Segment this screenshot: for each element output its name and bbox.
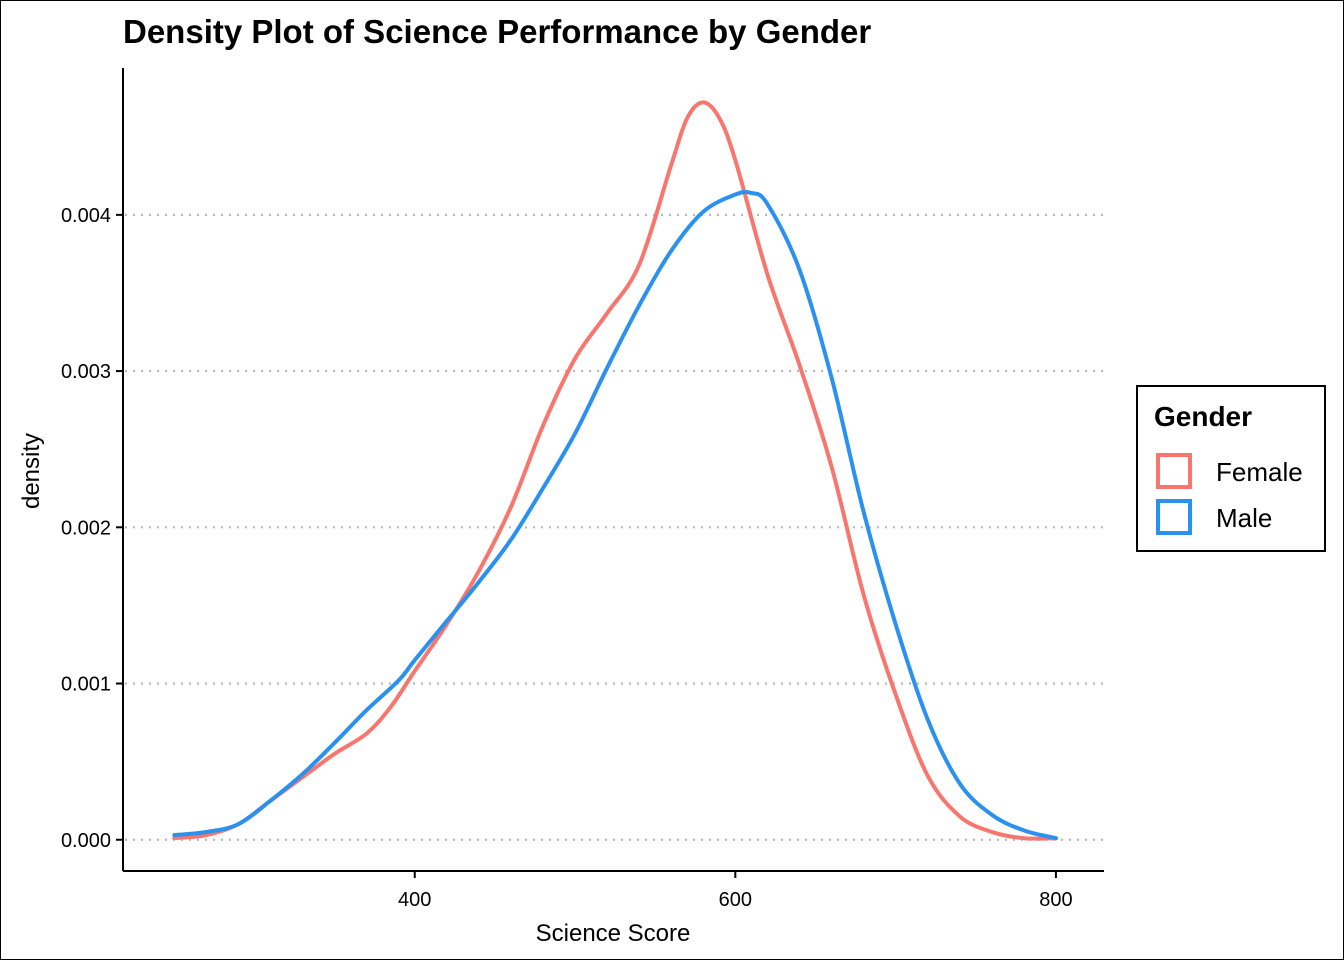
x-axis-title: Science Score xyxy=(536,920,691,947)
legend: Gender Female Male xyxy=(1136,385,1326,552)
axes xyxy=(122,68,1104,872)
legend-title: Gender xyxy=(1154,401,1253,432)
legend-item-female: Female xyxy=(1154,451,1324,493)
y-axis-title: density xyxy=(18,433,45,509)
chart-title: Density Plot of Science Performance by G… xyxy=(123,13,872,50)
x-tick-label-2: 800 xyxy=(1039,889,1072,911)
y-tick-label-1: 0.001 xyxy=(61,674,111,696)
x-tick-label-0: 400 xyxy=(398,889,431,911)
y-tick-label-0: 0.000 xyxy=(61,830,111,852)
series-line-male xyxy=(172,189,1058,841)
y-tick-label-2: 0.002 xyxy=(61,517,111,539)
series-lines xyxy=(172,100,1058,841)
legend-key-male xyxy=(1156,499,1192,535)
legend-label-male: Male xyxy=(1216,503,1273,533)
legend-item-male: Male xyxy=(1154,497,1324,539)
ticks: 0.000 0.001 0.002 0.003 0.004 400 600 800 xyxy=(61,205,1073,911)
legend-label-female: Female xyxy=(1216,457,1303,487)
series-line-female xyxy=(172,100,1058,841)
legend-key-female xyxy=(1156,453,1192,489)
grid-lines xyxy=(125,213,1104,841)
y-tick-label-4: 0.004 xyxy=(61,205,111,227)
x-tick-label-1: 600 xyxy=(719,889,752,911)
y-tick-label-3: 0.003 xyxy=(61,361,111,383)
